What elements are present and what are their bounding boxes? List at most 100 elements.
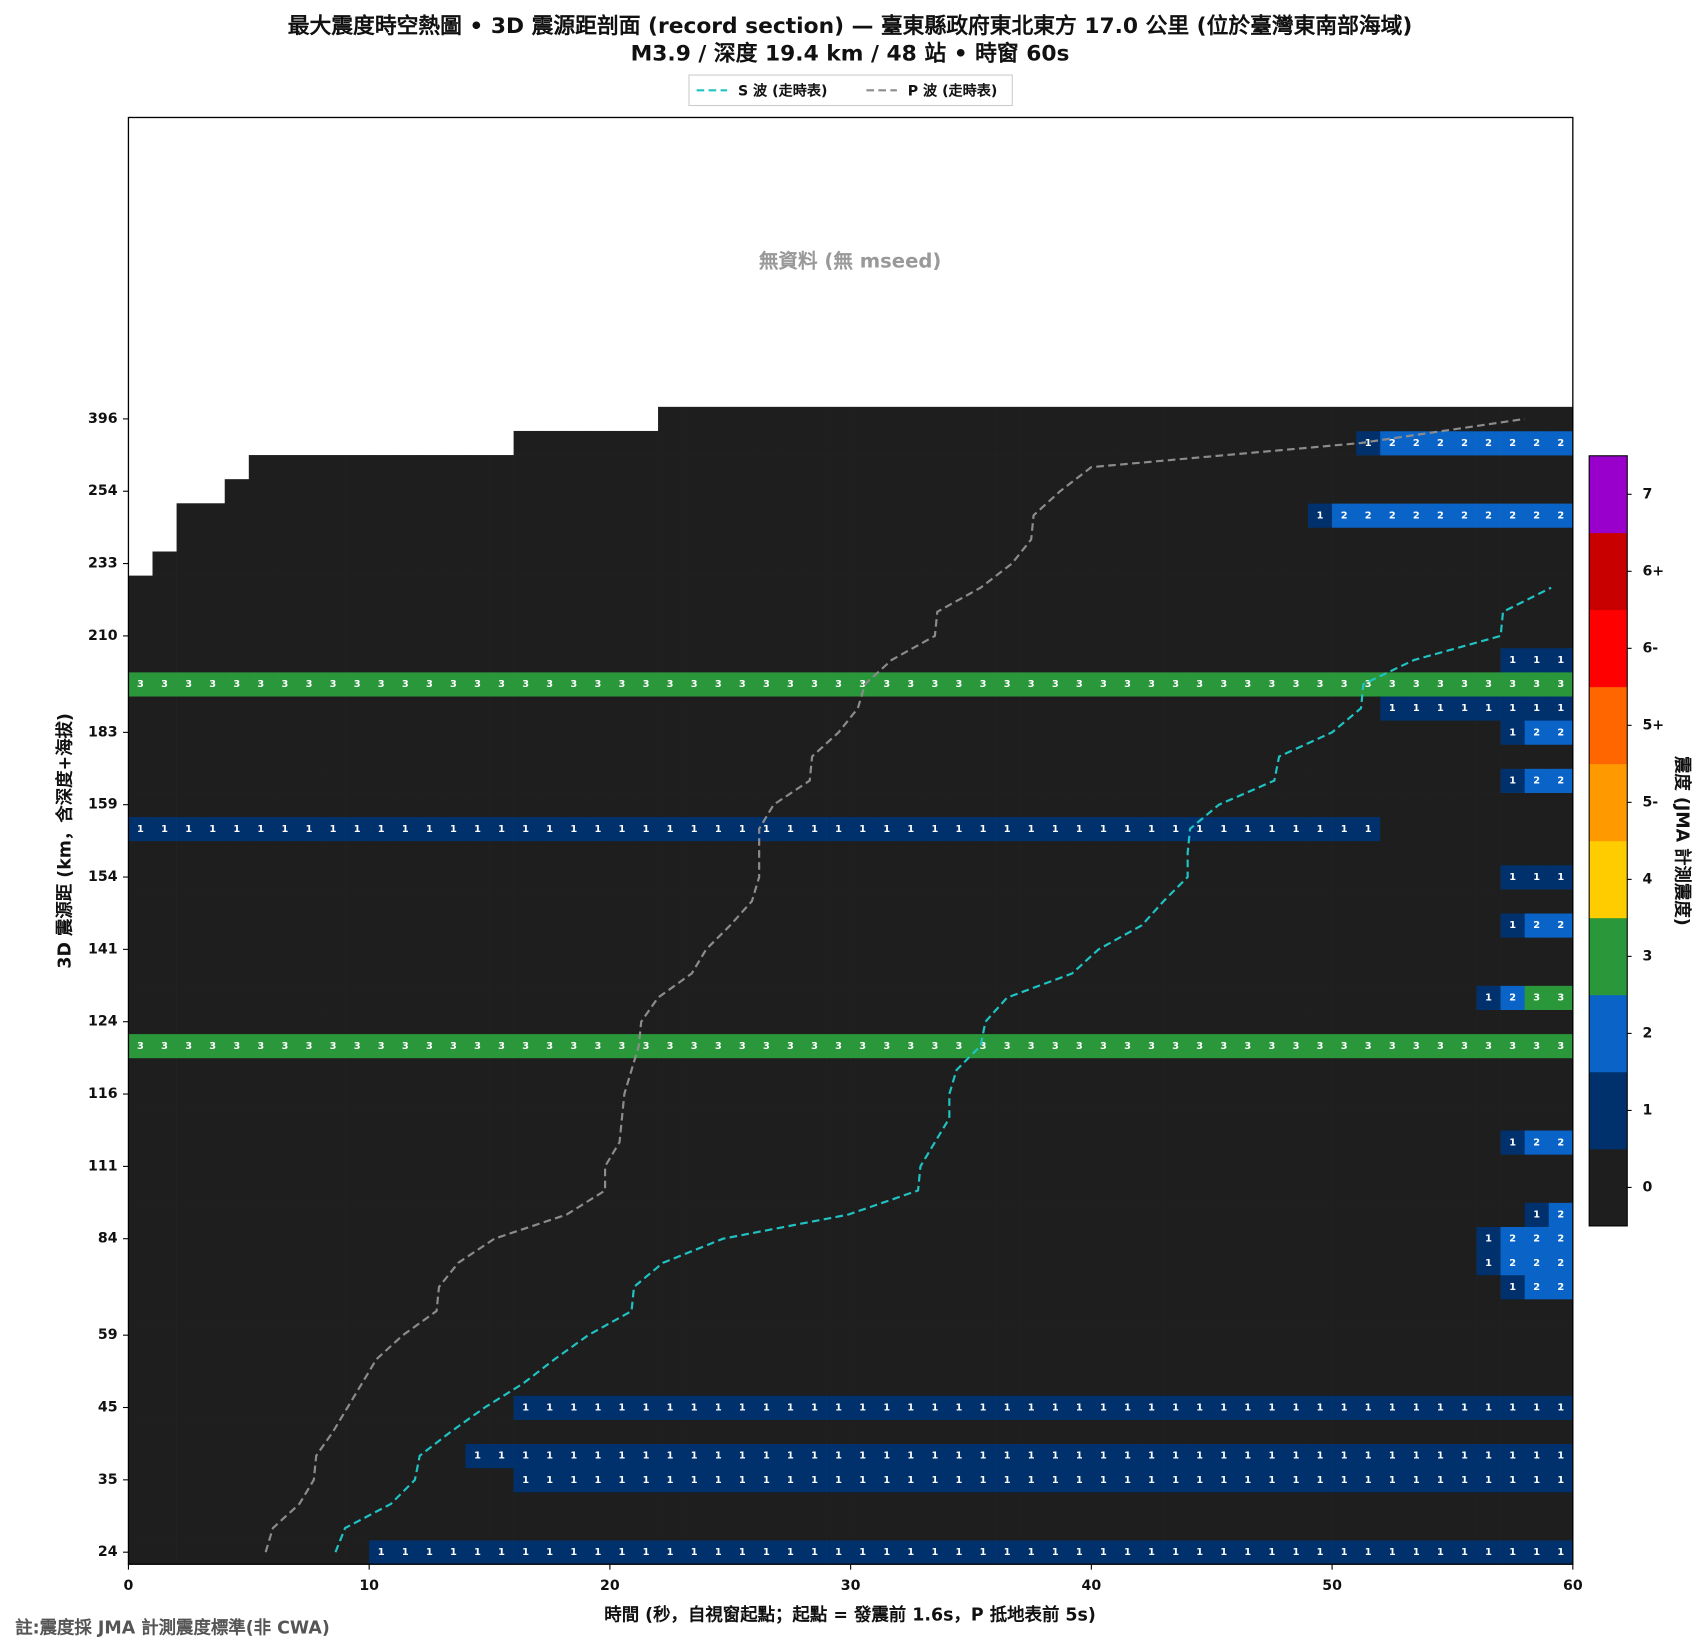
heatmap-cell (1187, 1491, 1213, 1517)
colorbar-segment (1589, 532, 1628, 611)
cell-label: 2 (1557, 1258, 1564, 1269)
heatmap-cell (754, 1154, 779, 1179)
heatmap-cell (658, 1540, 683, 1565)
heatmap-cell (1524, 479, 1550, 504)
cell-label: 1 (980, 1403, 987, 1414)
heatmap-cell (658, 527, 683, 552)
heatmap-cell (609, 1154, 635, 1179)
heatmap-cell (200, 937, 226, 962)
heatmap-cell (706, 720, 731, 745)
heatmap-cell (441, 527, 466, 552)
cell-label: 3 (426, 1041, 433, 1052)
heatmap-cell (1308, 672, 1333, 697)
cell-label: 3 (1148, 1041, 1155, 1052)
cell-label: 1 (1100, 1403, 1107, 1414)
heatmap-cell (489, 1419, 514, 1445)
heatmap-cell (296, 672, 322, 697)
heatmap-cell (152, 889, 177, 914)
cell-label: 3 (306, 679, 313, 690)
heatmap-cell (513, 455, 539, 480)
cell-label: 3 (667, 679, 674, 690)
heatmap-cell (1019, 889, 1044, 914)
heatmap-cell (1308, 1057, 1333, 1083)
heatmap-cell (1043, 985, 1068, 1010)
heatmap-cell (778, 1467, 803, 1493)
heatmap-cell (561, 1516, 587, 1541)
heatmap-cell (1548, 503, 1574, 528)
heatmap-cell (850, 1178, 876, 1203)
heatmap-cell (1500, 1540, 1526, 1565)
heatmap-cell (706, 1323, 731, 1348)
heatmap-cell (850, 647, 876, 673)
heatmap-cell (995, 1130, 1020, 1155)
heatmap-cell (874, 1057, 900, 1083)
heatmap-cell (152, 961, 177, 986)
cell-label: 3 (1437, 1041, 1444, 1052)
heatmap-cell (609, 1323, 635, 1348)
heatmap-cell (778, 696, 803, 721)
heatmap-cell (537, 1130, 563, 1155)
heatmap-cell (1308, 1443, 1333, 1469)
heatmap-cell (1235, 1154, 1261, 1179)
heatmap-cell (1067, 503, 1092, 528)
cell-label: 1 (859, 824, 866, 835)
heatmap-cell (850, 1516, 876, 1541)
heatmap-cell (489, 1467, 514, 1493)
heatmap-cell (224, 503, 250, 528)
heatmap-cell (489, 1347, 514, 1372)
cell-label: 1 (402, 1547, 409, 1558)
heatmap-cell (730, 527, 755, 552)
heatmap-cell (1500, 1419, 1526, 1445)
heatmap-cell (778, 1009, 803, 1035)
heatmap-cell (1380, 792, 1405, 818)
heatmap-cell (1235, 913, 1261, 938)
heatmap-cell (1211, 1323, 1237, 1348)
heatmap-cell (513, 1299, 539, 1324)
colorbar-segment (1589, 1071, 1628, 1150)
heatmap-cell (1500, 720, 1526, 745)
heatmap-cell (561, 816, 587, 842)
cell-label: 1 (1076, 1475, 1083, 1486)
heatmap-cell (248, 937, 274, 962)
heatmap-cell (1356, 985, 1381, 1010)
cell-label: 3 (402, 679, 409, 690)
cell-label: 1 (1028, 1451, 1035, 1462)
heatmap-cell (1043, 1009, 1068, 1035)
heatmap-cell (1380, 1250, 1405, 1276)
heatmap-cell (1476, 1009, 1501, 1035)
heatmap-cell (1235, 720, 1261, 745)
heatmap-cell (1067, 1467, 1092, 1493)
heatmap-cell (296, 1516, 322, 1541)
heatmap-cell (922, 864, 948, 890)
colorbar-frame (1588, 455, 1628, 1227)
heatmap-cell (609, 1009, 635, 1035)
heatmap-cell (1332, 1178, 1357, 1203)
heatmap-cell (465, 1226, 490, 1252)
heatmap-cell (1115, 1323, 1140, 1348)
heatmap-cell (441, 1491, 466, 1517)
heatmap-cell (1211, 1274, 1237, 1300)
heatmap-cell (585, 1299, 611, 1324)
heatmap-cell (922, 1299, 948, 1324)
heatmap-cell (898, 455, 924, 480)
heatmap-cell (778, 1106, 803, 1131)
heatmap-cell (922, 1323, 948, 1348)
cell-label: 1 (1509, 1547, 1516, 1558)
heatmap-cell (393, 937, 418, 962)
heatmap-cell (369, 961, 394, 986)
heatmap-cell (682, 623, 707, 649)
heatmap-cell (682, 1106, 707, 1131)
heatmap-cell (706, 961, 731, 986)
heatmap-cell (1380, 744, 1405, 769)
heatmap-cell (152, 599, 177, 625)
cell-label: 1 (931, 1475, 938, 1486)
heatmap-cell (826, 503, 851, 528)
heatmap-cell (1332, 599, 1357, 625)
heatmap-cell (248, 599, 274, 625)
heatmap-cell (1043, 1419, 1068, 1445)
heatmap-cell (296, 1178, 322, 1203)
heatmap-cell (730, 1226, 755, 1252)
heatmap-cell (561, 1130, 587, 1155)
heatmap-cell (633, 647, 659, 673)
heatmap-cell (730, 1443, 755, 1469)
